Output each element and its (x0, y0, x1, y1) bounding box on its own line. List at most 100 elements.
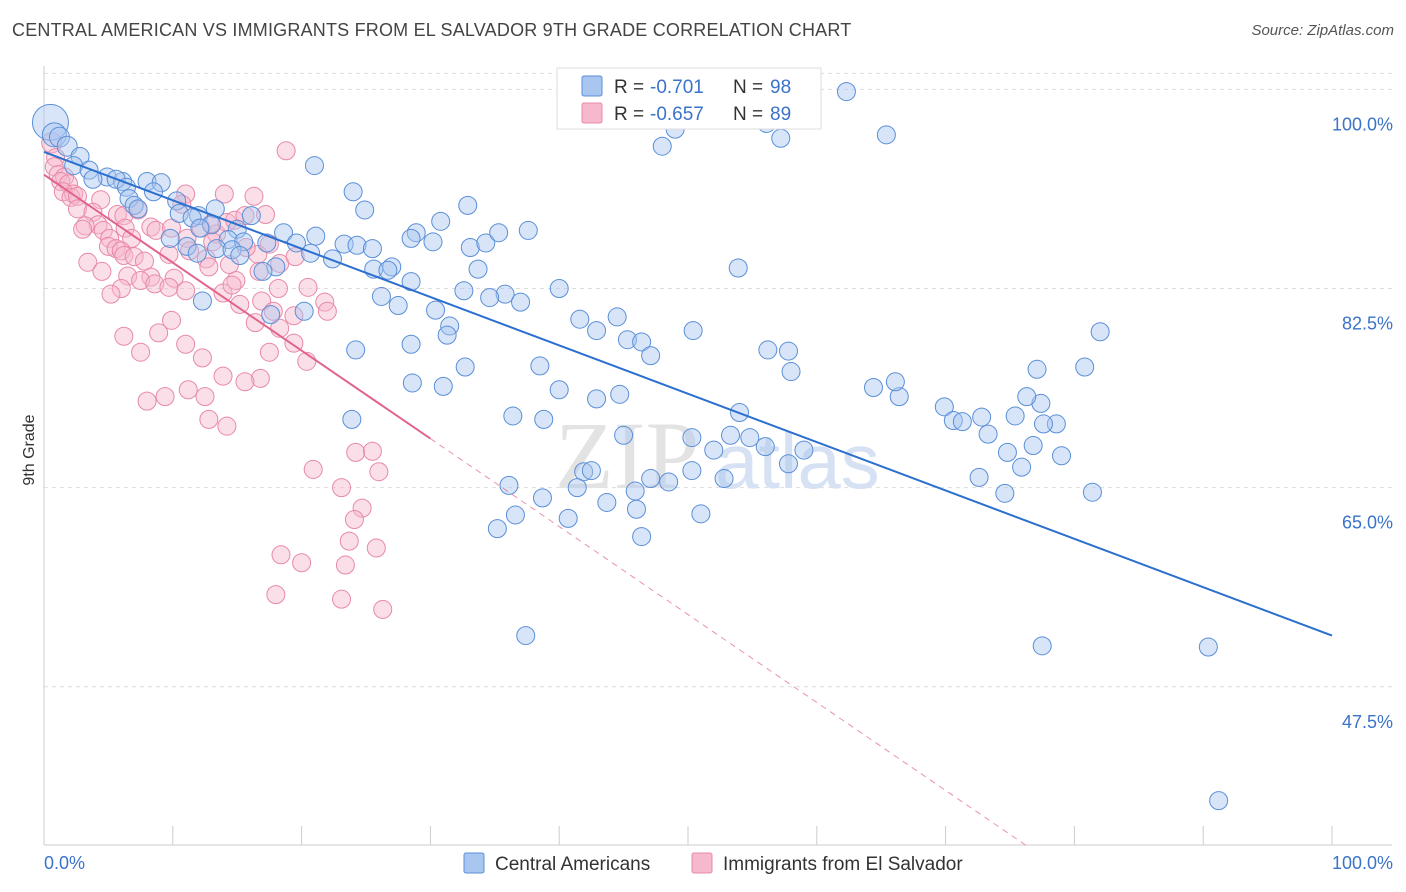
pink-point (373, 599, 393, 619)
blue-point (468, 259, 488, 279)
blue-point (48, 126, 70, 148)
blue-point (160, 228, 180, 248)
blue-point (978, 424, 998, 444)
pink-point (131, 271, 151, 291)
pink-point (67, 199, 87, 219)
pink-point (352, 498, 372, 518)
blue-point (1075, 357, 1095, 377)
pink-point (78, 252, 98, 272)
pink-point (155, 387, 175, 407)
blue-point (607, 307, 627, 327)
blue-point (402, 373, 422, 393)
pink-point (114, 326, 134, 346)
blue-point (728, 258, 748, 278)
pink-point (196, 249, 216, 269)
blue-point (455, 357, 475, 377)
blue-point (388, 296, 408, 316)
blue-point (495, 284, 515, 304)
pink-point (317, 301, 337, 321)
pink-point (164, 268, 184, 288)
pink-point (162, 218, 182, 238)
pink-point (292, 553, 312, 573)
blue-point (632, 332, 652, 352)
blue-point (207, 239, 227, 259)
blue-point (1033, 414, 1053, 434)
series-pink-points (41, 132, 393, 619)
bottom-legend-label-blue: Central Americans (495, 854, 650, 875)
pink-point (266, 585, 286, 605)
y-tick-label: 47.5% (1342, 712, 1393, 732)
blue-point (518, 220, 538, 240)
blue-point (433, 376, 453, 396)
pink-point (271, 545, 291, 565)
blue-point (192, 291, 212, 311)
legend-r-value-blue: -0.701 (650, 77, 704, 98)
blue-point (778, 341, 798, 361)
pink-point (217, 416, 237, 436)
blue-point (549, 278, 569, 298)
legend-n-label-blue: N = (733, 77, 763, 98)
blue-point (587, 389, 607, 409)
blue-point (460, 238, 480, 258)
pink-point (145, 274, 165, 294)
legend-n-value-pink: 89 (770, 104, 791, 125)
pink-point (214, 184, 234, 204)
pink-point (192, 348, 212, 368)
pink-point (256, 205, 276, 225)
pink-point (339, 531, 359, 551)
blue-point (682, 461, 702, 481)
blue-point (423, 232, 443, 252)
x-tick-labels: 0.0% 100.0% (44, 853, 1393, 873)
pink-point (344, 510, 364, 530)
blue-point (187, 243, 207, 263)
blue-point (934, 397, 954, 417)
trend-lines (43, 150, 1333, 846)
blue-point (558, 508, 578, 528)
pink-point (111, 278, 131, 298)
blue-point (253, 261, 273, 281)
pink-point (124, 247, 144, 267)
axes (43, 66, 1392, 846)
blue-point (652, 136, 672, 156)
pink-point (276, 141, 296, 161)
legend-r-label-blue: R = (614, 77, 644, 98)
pink-point (149, 323, 169, 343)
pink-point (114, 245, 134, 265)
pink-point (98, 236, 118, 256)
pink-point (362, 441, 382, 461)
blue-point (995, 483, 1015, 503)
pink-point (73, 219, 93, 239)
pink-point (263, 301, 283, 321)
blue-point (625, 481, 645, 501)
legend-swatch-pink (581, 102, 603, 124)
blue-point (401, 334, 421, 354)
trend-line-pink (43, 173, 431, 440)
blue-point (758, 340, 778, 360)
blue-point (683, 321, 703, 341)
blue-point (241, 206, 261, 226)
series-blue-points (31, 80, 1229, 811)
blue-point (632, 527, 652, 547)
blue-point (952, 412, 972, 432)
blue-point (581, 461, 601, 481)
y-axis-title: 9th Grade (21, 414, 38, 485)
pink-point (199, 409, 219, 429)
blue-point (659, 472, 679, 492)
legend-r-value-pink: -0.657 (650, 104, 704, 125)
blue-point (205, 199, 225, 219)
blue-point (1052, 446, 1072, 466)
blue-point (626, 499, 646, 519)
pink-point (137, 391, 157, 411)
blue-point (794, 440, 814, 460)
y-tick-labels: 47.5% 65.0% 82.5% 100.0% (1332, 114, 1393, 731)
blue-point (378, 260, 398, 280)
blue-point (617, 330, 637, 350)
bottom-legend-label-pink: Immigrants from El Salvador (723, 854, 963, 875)
legend-n-value-blue: 98 (770, 77, 791, 98)
pink-point (369, 462, 389, 482)
pink-point (230, 294, 250, 314)
pink-point (131, 342, 151, 362)
blue-point (614, 425, 634, 445)
blue-point (222, 240, 242, 260)
blue-point (641, 346, 661, 366)
